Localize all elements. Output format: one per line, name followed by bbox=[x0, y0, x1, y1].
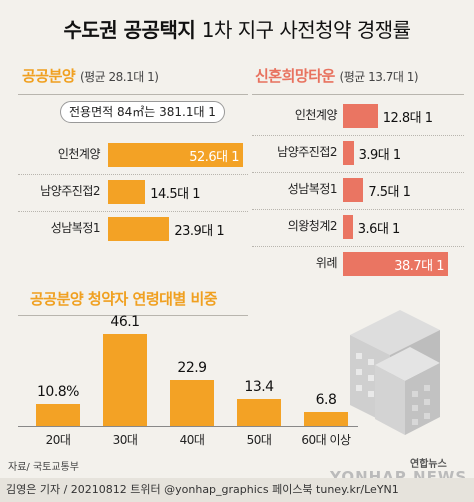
newlywed-divider bbox=[252, 94, 464, 95]
newlywed-section-title: 신혼희망타운 (평균 13.7대 1) bbox=[255, 65, 419, 86]
age-bar bbox=[36, 404, 80, 426]
bar bbox=[108, 180, 146, 204]
age-divider bbox=[18, 315, 248, 316]
age-value: 6.8 bbox=[315, 392, 337, 409]
age-bar bbox=[170, 380, 214, 426]
source-text: 자료/ 국토교통부 bbox=[8, 462, 79, 473]
age-axis bbox=[18, 426, 358, 427]
footer-credit: 김영은 기자 / 20210812 트위터 @yonhap_graphics 페… bbox=[0, 478, 474, 502]
age-bar bbox=[304, 412, 348, 426]
yonhap-logo: 연합뉴스 bbox=[410, 459, 447, 470]
newlywed-title: 신혼희망타운 bbox=[255, 67, 335, 85]
age-section-title: 공공분양 청약자 연령대별 비중 bbox=[30, 290, 218, 308]
public-avg: (평균 28.1대 1) bbox=[79, 70, 159, 84]
public-section-title: 공공분양 (평균 28.1대 1) bbox=[22, 65, 159, 86]
bar bbox=[343, 104, 378, 128]
row-divider bbox=[252, 245, 464, 247]
bar-value: 3.9대 1 bbox=[358, 148, 402, 163]
age-label: 50대 bbox=[246, 433, 272, 447]
bar bbox=[343, 141, 354, 165]
row-divider bbox=[252, 134, 464, 136]
age-value: 46.1 bbox=[110, 314, 140, 330]
age-label: 30대 bbox=[112, 433, 138, 447]
bar-label: 성남복정1 bbox=[50, 221, 101, 235]
newlywed-avg: (평균 13.7대 1) bbox=[339, 70, 419, 84]
bar bbox=[108, 217, 170, 241]
title-rest: 1차 지구 사전청약 경쟁률 bbox=[201, 18, 411, 42]
bar-label: 인천계양 bbox=[294, 108, 338, 122]
bar-label: 의왕청계2 bbox=[287, 219, 338, 233]
bar-value: 38.7대 1 bbox=[394, 259, 444, 274]
bar-label: 위례 bbox=[315, 256, 338, 270]
bar-value: 23.9대 1 bbox=[174, 224, 225, 239]
age-label: 40대 bbox=[179, 433, 205, 447]
bar bbox=[343, 215, 353, 239]
row-divider bbox=[252, 171, 464, 173]
bar-value: 3.6대 1 bbox=[357, 222, 401, 237]
age-label: 60대 이상 bbox=[301, 433, 351, 447]
public-callout: 전용면적 84㎡는 381.1대 1 bbox=[60, 101, 225, 123]
row-divider bbox=[18, 210, 248, 212]
public-title: 공공분양 bbox=[22, 67, 76, 85]
row-divider bbox=[18, 173, 248, 175]
bar-value: 7.5대 1 bbox=[368, 185, 411, 200]
bar bbox=[343, 252, 448, 276]
bar-label: 인천계양 bbox=[57, 147, 101, 161]
row-divider bbox=[252, 208, 464, 210]
age-bar bbox=[103, 334, 147, 426]
page-title: 수도권 공공택지 1차 지구 사전청약 경쟁률 bbox=[0, 14, 474, 43]
bar bbox=[343, 178, 364, 202]
bar-value: 14.5대 1 bbox=[150, 187, 201, 202]
age-label: 20대 bbox=[45, 433, 71, 447]
public-divider bbox=[18, 94, 248, 95]
bar bbox=[108, 143, 243, 167]
bar-label: 남양주진접2 bbox=[277, 145, 337, 159]
building-illustration bbox=[350, 310, 440, 435]
title-bold: 수도권 공공택지 bbox=[63, 18, 196, 42]
age-bar bbox=[237, 399, 281, 426]
bar-value: 52.6대 1 bbox=[189, 150, 239, 165]
bar-label: 성남복정1 bbox=[287, 182, 338, 196]
bar-value: 12.8대 1 bbox=[382, 111, 433, 126]
age-value: 22.9 bbox=[177, 360, 207, 377]
age-value: 13.4 bbox=[244, 379, 274, 396]
age-value: 10.8% bbox=[37, 384, 79, 401]
bar-label: 남양주진접2 bbox=[40, 184, 100, 198]
